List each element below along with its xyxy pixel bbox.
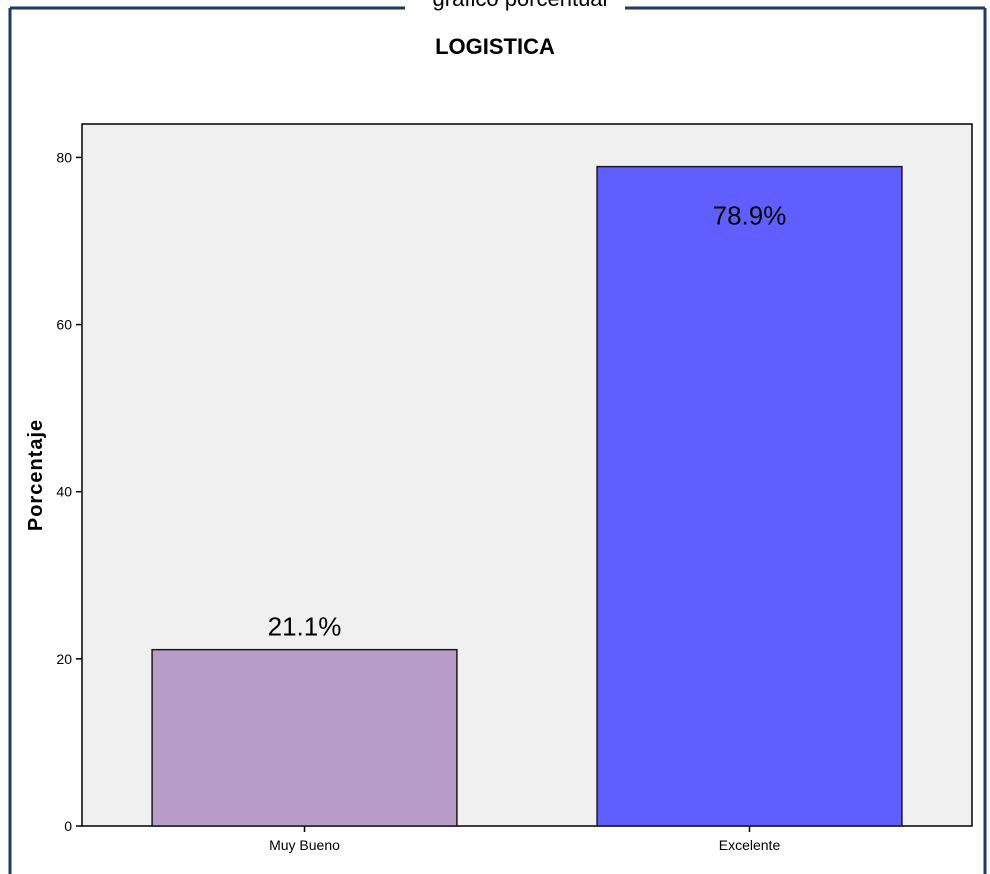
header-caption: gráfico porcentual (433, 0, 608, 11)
bar-value-label: 21.1% (268, 612, 342, 642)
y-tick-label: 60 (56, 317, 72, 333)
bar-muy-bueno (151, 648, 458, 827)
y-tick-label: 40 (56, 484, 72, 500)
y-tick-label: 20 (56, 651, 72, 667)
bar-excelente (596, 165, 903, 827)
y-axis-title: Porcentaje (25, 419, 47, 531)
chart-title: LOGISTICA (435, 34, 555, 59)
bars: 21.1% 78.9% (151, 165, 903, 827)
x-axis: Muy Bueno Excelente (269, 826, 780, 853)
x-category-label: Excelente (719, 837, 781, 853)
y-axis: 0 20 40 60 80 (56, 149, 82, 834)
bar-value-label: 78.9% (713, 201, 787, 231)
y-tick-label: 0 (64, 818, 72, 834)
y-tick-label: 80 (56, 149, 72, 165)
x-category-label: Muy Bueno (269, 837, 340, 853)
